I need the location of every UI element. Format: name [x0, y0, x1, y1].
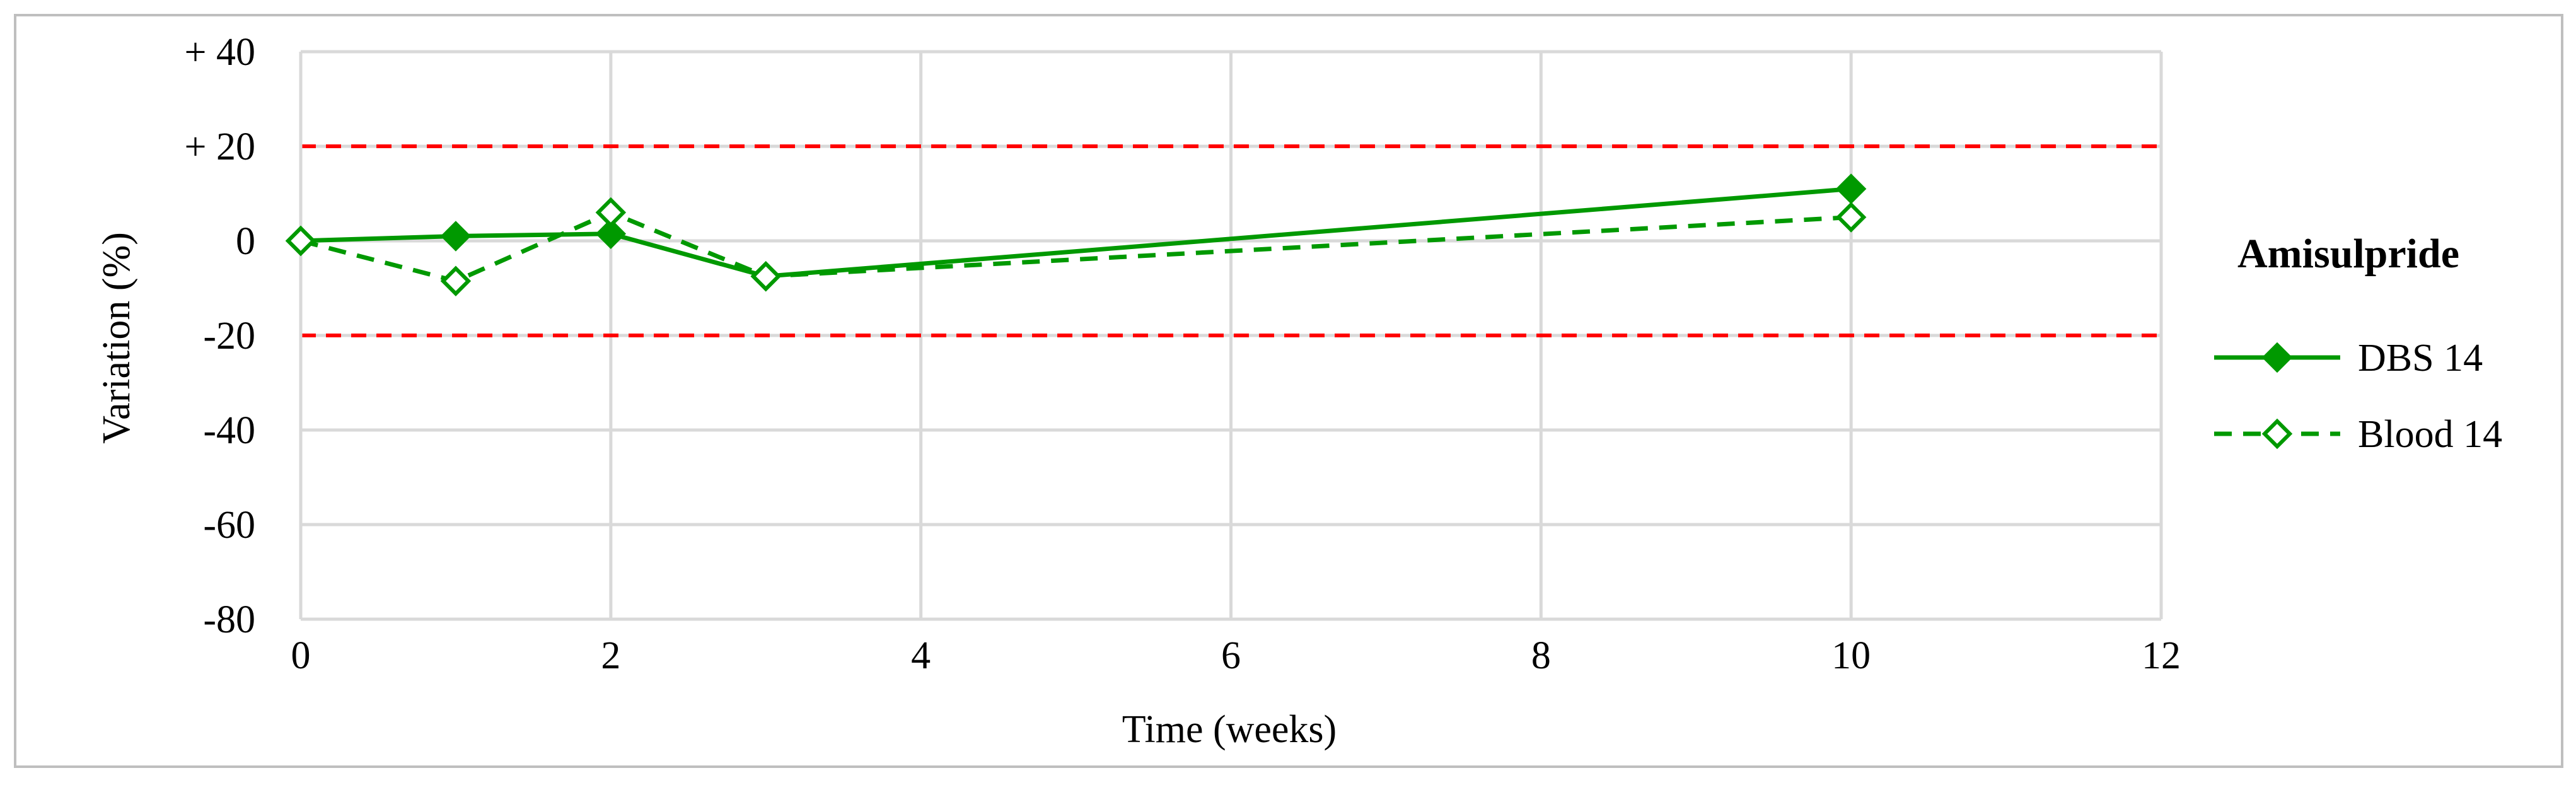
- legend-label: DBS 14: [2358, 337, 2483, 380]
- x-tick-label: 8: [1531, 634, 1551, 677]
- y-tick-label: + 40: [185, 31, 255, 74]
- data-point: [1835, 202, 1867, 233]
- y-tick-label: -20: [203, 315, 255, 358]
- x-tick-label: 0: [291, 634, 311, 677]
- axes: [299, 52, 2161, 621]
- x-tick-label: 6: [1221, 634, 1241, 677]
- legend: Amisulpride DBS 14 Blood 14: [2214, 231, 2502, 456]
- y-tick-label: -60: [203, 504, 255, 547]
- data-point: [440, 265, 472, 296]
- data-point: [1835, 173, 1867, 204]
- outer-frame: [14, 14, 2563, 768]
- axis-labels: Time (weeks) Variation (%) 0 2 4 6 8 10 12 + 40…: [95, 31, 2181, 751]
- y-tick-label: -80: [203, 598, 255, 641]
- x-tick-label: 12: [2142, 634, 2181, 677]
- legend-marker: [2261, 418, 2293, 450]
- data-point: [595, 218, 627, 249]
- data-point: [750, 261, 781, 292]
- legend-label: Blood 14: [2358, 413, 2502, 456]
- y-tick-label: 0: [236, 220, 255, 263]
- data-point: [595, 197, 627, 228]
- x-tick-label: 2: [601, 634, 620, 677]
- reference-lines: [301, 144, 2161, 337]
- series-markers: [285, 173, 1867, 296]
- legend-title: Amisulpride: [2237, 231, 2459, 277]
- x-axis-title: Time (weeks): [1122, 708, 1337, 751]
- data-point: [440, 221, 472, 252]
- x-tick-label: 4: [911, 634, 931, 677]
- x-tick-label: 10: [1831, 634, 1871, 677]
- y-tick-label: + 20: [185, 125, 255, 168]
- legend-marker: [2261, 342, 2293, 373]
- y-tick-label: -40: [203, 409, 255, 452]
- y-axis-title: Variation (%): [95, 232, 138, 444]
- data-point: [285, 225, 316, 257]
